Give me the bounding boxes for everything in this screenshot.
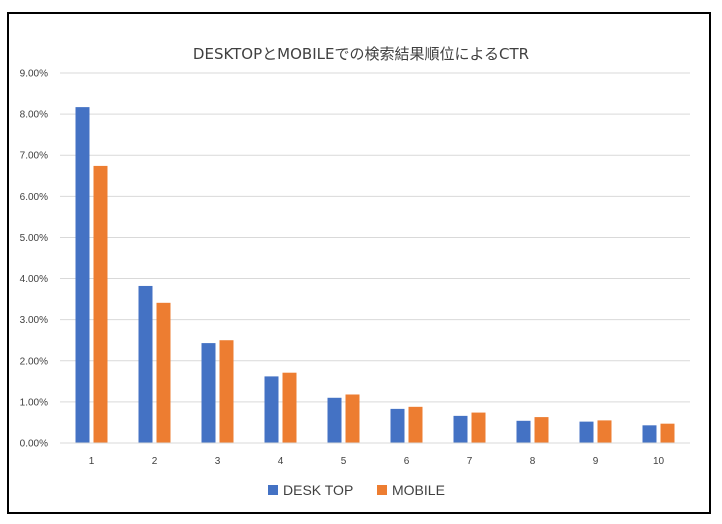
bar-desktop-7 xyxy=(453,415,468,443)
x-tick-label: 1 xyxy=(89,456,95,467)
legend-label-desktop: DESK TOP xyxy=(283,482,353,498)
x-tick-label: 10 xyxy=(653,456,665,467)
gridlines xyxy=(60,72,690,403)
bar-mobile-5 xyxy=(345,394,360,443)
legend-label-mobile: MOBILE xyxy=(392,482,445,498)
legend-swatch-mobile xyxy=(377,485,387,495)
bar-mobile-1 xyxy=(93,165,108,443)
y-tick-label: 0.00% xyxy=(20,439,48,450)
bar-desktop-8 xyxy=(516,420,531,443)
y-axis-labels: 0.00% 1.00% 2.00% 3.00% 4.00% 5.00% 6.00% 7.00%… xyxy=(20,69,48,450)
y-tick-label: 2.00% xyxy=(20,356,48,367)
x-tick-label: 5 xyxy=(341,456,347,467)
legend-swatch-desktop xyxy=(268,485,278,495)
bar-desktop-5 xyxy=(327,397,342,443)
bar-mobile-7 xyxy=(471,412,486,443)
x-axis-labels: 1 2 3 4 5 6 7 8 9 10 xyxy=(89,456,665,467)
y-tick-label: 5.00% xyxy=(20,233,48,244)
x-tick-label: 8 xyxy=(530,456,536,467)
x-tick-label: 7 xyxy=(467,456,473,467)
y-tick-label: 6.00% xyxy=(20,192,48,203)
x-tick-label: 2 xyxy=(152,456,158,467)
bar-desktop-4 xyxy=(264,376,279,443)
x-tick-label: 3 xyxy=(215,456,221,467)
bar-desktop-10 xyxy=(642,425,657,443)
bars xyxy=(75,107,675,443)
bar-mobile-4 xyxy=(282,372,297,443)
bar-mobile-10 xyxy=(660,423,675,443)
bar-desktop-6 xyxy=(390,408,405,443)
bar-mobile-3 xyxy=(219,340,234,443)
x-tick-label: 4 xyxy=(278,456,284,467)
bar-desktop-3 xyxy=(201,343,216,443)
bar-desktop-2 xyxy=(138,285,153,443)
y-tick-label: 4.00% xyxy=(20,274,48,285)
x-tick-label: 9 xyxy=(593,456,599,467)
bar-mobile-6 xyxy=(408,406,423,443)
y-tick-label: 3.00% xyxy=(20,315,48,326)
x-tick-label: 6 xyxy=(404,456,410,467)
bar-mobile-2 xyxy=(156,302,171,443)
bar-mobile-9 xyxy=(597,420,612,443)
y-tick-label: 8.00% xyxy=(20,110,48,121)
chart-title: DESKTOPとMOBILEでの検索結果順位によるCTR xyxy=(193,45,529,63)
y-tick-label: 9.00% xyxy=(20,69,48,80)
legend: DESK TOP MOBILE xyxy=(268,482,445,498)
bar-desktop-1 xyxy=(75,107,90,443)
bar-mobile-8 xyxy=(534,417,549,443)
bar-desktop-9 xyxy=(579,421,594,443)
y-tick-label: 1.00% xyxy=(20,397,48,408)
y-tick-label: 7.00% xyxy=(20,151,48,162)
